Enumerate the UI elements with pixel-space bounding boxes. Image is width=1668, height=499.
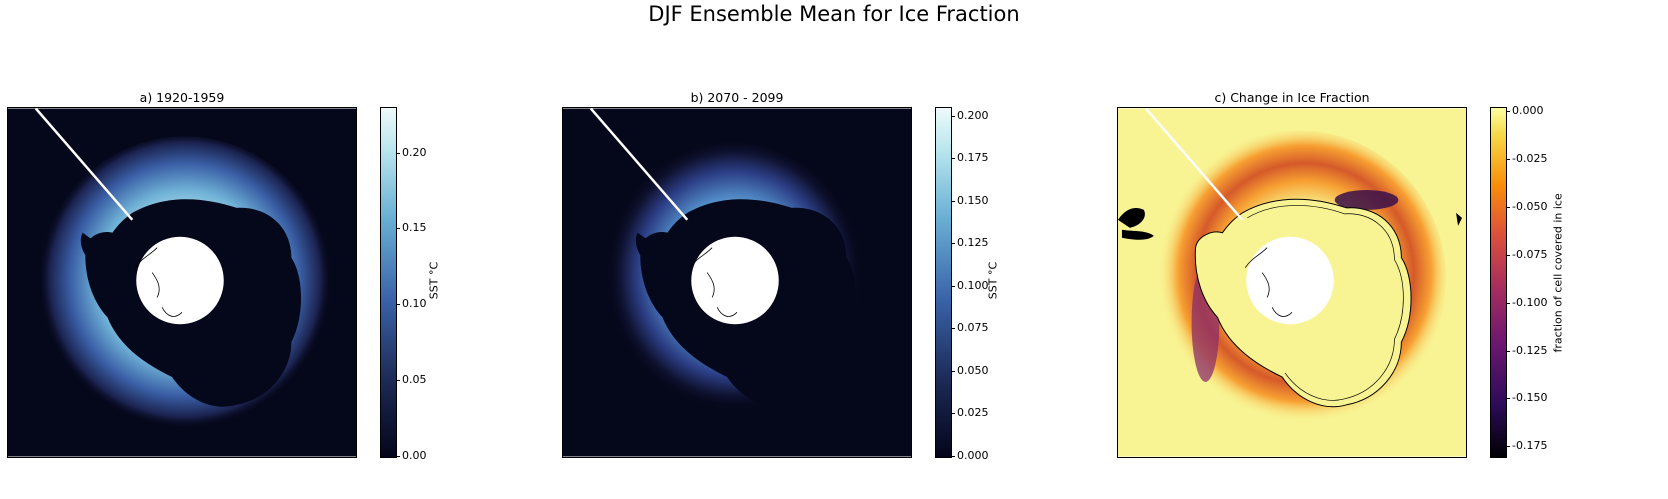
colorbar-tick-mark (951, 243, 955, 244)
colorbar-tick-mark (1506, 159, 1510, 160)
colorbar-tick-label: -0.150 (1512, 391, 1548, 404)
panel-b-map (562, 107, 912, 458)
colorbar-tick-label: 0.00 (402, 449, 427, 462)
panel-a-map (7, 107, 357, 458)
colorbar-tick-label: 0.15 (402, 221, 427, 234)
colorbar-tick-mark (396, 456, 400, 457)
colorbar-tick-mark (951, 413, 955, 414)
colorbar-tick-label: 0.000 (1512, 104, 1544, 117)
panel-b-title: b) 2070 - 2099 (690, 90, 784, 105)
colorbar-tick-mark (1506, 207, 1510, 208)
colorbar-tick-mark (1506, 255, 1510, 256)
colorbar-tick-label: -0.100 (1512, 296, 1548, 309)
colorbar-tick-mark (951, 116, 955, 117)
colorbar-tick-label: 0.075 (957, 321, 989, 334)
panel-a-colorbar-label: SST °C (427, 261, 441, 300)
colorbar-tick-label: 0.20 (402, 146, 427, 159)
colorbar-tick-mark (951, 371, 955, 372)
colorbar-tick-label: 0.125 (957, 236, 989, 249)
panel-b-colorbar-label: SST °C (986, 261, 1000, 300)
panel-c-map (1117, 107, 1467, 458)
colorbar-tick-mark (1506, 351, 1510, 352)
colorbar-tick-label: 0.050 (957, 364, 989, 377)
colorbar-tick-mark (951, 158, 955, 159)
colorbar-tick-mark (951, 286, 955, 287)
colorbar-tick-mark (396, 228, 400, 229)
colorbar-tick-label: 0.10 (402, 297, 427, 310)
colorbar-tick-label: 0.100 (957, 279, 989, 292)
colorbar-tick-mark (1506, 398, 1510, 399)
colorbar-tick-mark (1506, 303, 1510, 304)
colorbar-tick-label: -0.025 (1512, 152, 1548, 165)
colorbar-tick-label: -0.050 (1512, 200, 1548, 213)
colorbar-tick-mark (951, 328, 955, 329)
colorbar-tick-label: 0.05 (402, 373, 427, 386)
panel-c-colorbar-label: fraction of cell covered in ice (1551, 193, 1565, 353)
colorbar-tick-label: 0.000 (957, 449, 989, 462)
colorbar-tick-label: 0.025 (957, 406, 989, 419)
figure-title: DJF Ensemble Mean for Ice Fraction (648, 2, 1020, 26)
colorbar-tick-label: 0.175 (957, 151, 989, 164)
colorbar-tick-mark (396, 153, 400, 154)
colorbar-tick-mark (1506, 446, 1510, 447)
colorbar-tick-label: -0.125 (1512, 344, 1548, 357)
colorbar-tick-mark (951, 456, 955, 457)
panel-a-title: a) 1920-1959 (139, 90, 225, 105)
colorbar-tick-mark (396, 380, 400, 381)
panel-a-colorbar (380, 107, 397, 458)
colorbar-tick-label: -0.175 (1512, 439, 1548, 452)
colorbar-tick-label: 0.150 (957, 194, 989, 207)
colorbar-tick-mark (396, 304, 400, 305)
colorbar-tick-mark (951, 201, 955, 202)
colorbar-tick-label: -0.075 (1512, 248, 1548, 261)
panel-c-colorbar (1490, 107, 1507, 458)
panel-b-colorbar (935, 107, 952, 458)
colorbar-tick-mark (1506, 111, 1510, 112)
panel-c-title: c) Change in Ice Fraction (1214, 90, 1370, 105)
colorbar-tick-label: 0.200 (957, 109, 989, 122)
